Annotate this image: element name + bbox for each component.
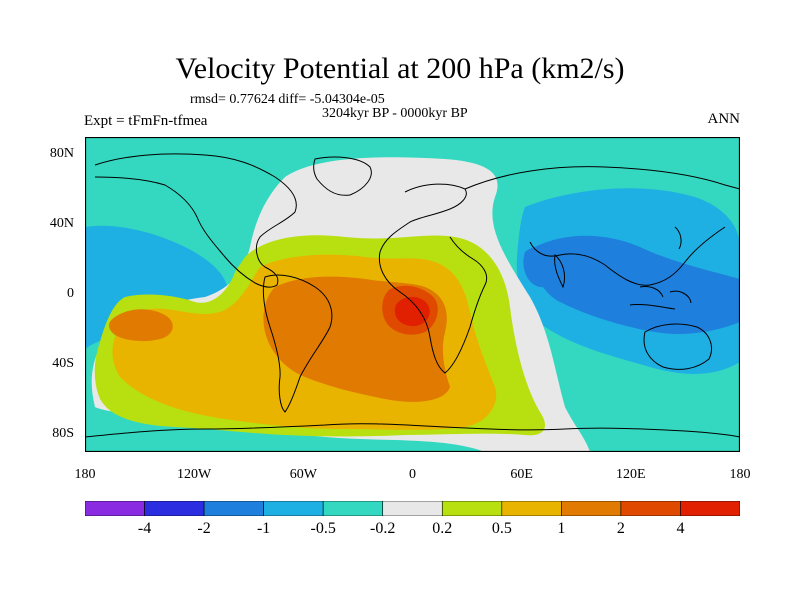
colorbar-level-label: 4 bbox=[676, 520, 685, 537]
lon-tick-label: 120E bbox=[616, 467, 646, 482]
plot-frame bbox=[85, 137, 740, 452]
lon-tick-label: 0 bbox=[409, 467, 416, 482]
colorbar bbox=[85, 501, 740, 516]
lon-tick-label: 180 bbox=[74, 467, 96, 482]
experiment-label: Expt = tFmFn-tfmea bbox=[84, 113, 208, 129]
colorbar-swatch bbox=[501, 501, 562, 516]
coastlines bbox=[85, 153, 740, 438]
lon-tick-label: 180 bbox=[729, 467, 751, 482]
colorbar-level-label: -1 bbox=[256, 520, 271, 537]
colorbar-level-label: 1 bbox=[557, 520, 566, 537]
lat-tick-label: 80N bbox=[49, 145, 74, 161]
lat-tick-label: 0 bbox=[67, 285, 74, 301]
colorbar-swatch bbox=[680, 501, 740, 516]
lon-tick-label: 60E bbox=[510, 467, 533, 482]
field-dorange-west bbox=[109, 309, 173, 342]
field-red2 bbox=[394, 296, 430, 327]
season-label: ANN bbox=[707, 111, 741, 127]
colorbar-level-label: -4 bbox=[137, 520, 152, 537]
colorbar-swatch bbox=[620, 501, 681, 516]
colorbar-swatch bbox=[144, 501, 205, 516]
stats-text: rmsd= 0.77624 diff= -5.04304e-05 bbox=[190, 92, 385, 107]
colorbar-level-label: -0.2 bbox=[370, 520, 396, 537]
lat-tick-label: 40S bbox=[52, 355, 74, 371]
colorbar-level-label: 2 bbox=[616, 520, 625, 537]
colorbar-swatch bbox=[263, 501, 324, 516]
period-text: 3204kyr BP - 0000kyr BP bbox=[322, 106, 468, 121]
colorbar-swatch bbox=[85, 501, 145, 516]
colorbar-level-label: -0.5 bbox=[310, 520, 336, 537]
colorbar-swatch bbox=[561, 501, 622, 516]
plot-title: Velocity Potential at 200 hPa (km2/s) bbox=[175, 52, 625, 85]
colorbar-swatch bbox=[322, 501, 384, 516]
map-plot bbox=[85, 137, 740, 452]
lon-tick-label: 60W bbox=[289, 467, 317, 482]
colorbar-swatch bbox=[441, 501, 503, 516]
colorbar-swatch bbox=[203, 501, 264, 516]
colorbar-level-label: 0.5 bbox=[491, 520, 512, 537]
colorbar-level-label: 0.2 bbox=[432, 520, 453, 537]
field-blue2-asia bbox=[533, 235, 740, 334]
lat-tick-label: 40N bbox=[49, 215, 74, 231]
lat-tick-label: 80S bbox=[52, 425, 74, 441]
colorbar-swatch bbox=[382, 501, 443, 516]
colorbar-level-label: -2 bbox=[197, 520, 211, 537]
lon-tick-label: 120W bbox=[177, 467, 212, 482]
